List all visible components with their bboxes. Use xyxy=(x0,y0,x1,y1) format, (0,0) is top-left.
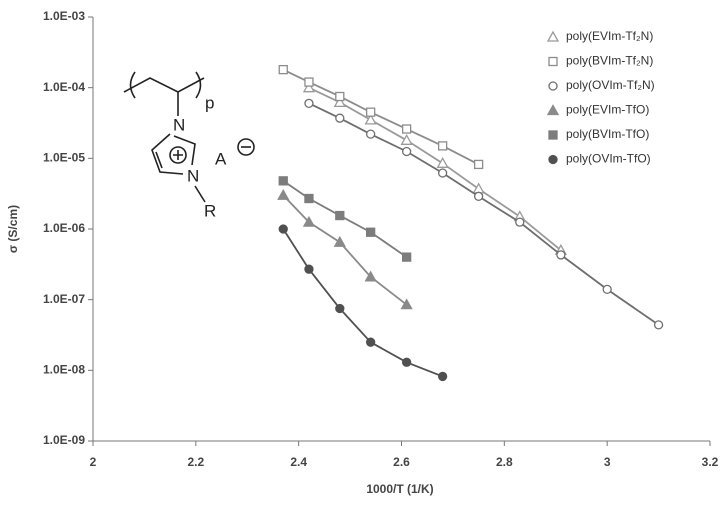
marker xyxy=(401,357,412,367)
marker xyxy=(602,284,612,294)
x-tick-label: 2.8 xyxy=(496,455,513,469)
y-tick-label: 1.0E-03 xyxy=(43,9,85,23)
legend-label: poly(OVIm-Tf₂N) xyxy=(566,78,655,92)
marker xyxy=(278,224,288,234)
marker xyxy=(304,98,314,108)
legend-label: poly(OVIm-TfO) xyxy=(566,152,651,166)
plus-sign xyxy=(173,150,183,160)
legend-marker xyxy=(548,81,558,91)
y-tick-label: 1.0E-07 xyxy=(43,292,85,306)
marker xyxy=(302,215,316,227)
fit-line xyxy=(282,194,408,306)
marker xyxy=(333,235,346,247)
repeat-label: p xyxy=(205,93,214,112)
marker xyxy=(277,188,290,200)
y-tick-label: 1.0E-05 xyxy=(43,151,85,165)
x-tick-label: 2.6 xyxy=(393,455,410,469)
marker xyxy=(335,303,345,314)
legend-marker xyxy=(548,154,558,165)
marker xyxy=(556,250,566,260)
marker xyxy=(472,182,485,194)
bond xyxy=(194,185,206,203)
bracket xyxy=(195,71,202,99)
marker xyxy=(335,91,345,102)
x-tick-label: 2.2 xyxy=(187,455,204,469)
substituent: R xyxy=(204,201,216,220)
legend-label: poly(BVIm-TfO) xyxy=(566,127,649,141)
marker xyxy=(401,124,412,134)
marker xyxy=(473,159,484,170)
marker xyxy=(365,227,376,237)
fit-line xyxy=(282,228,443,378)
marker xyxy=(473,191,484,201)
x-tick-label: 3 xyxy=(604,455,611,469)
legend-marker xyxy=(548,130,558,140)
legend-marker xyxy=(546,30,560,42)
marker xyxy=(436,156,449,168)
marker xyxy=(401,252,412,262)
y-tick-label: 1.0E-04 xyxy=(43,80,85,94)
marker xyxy=(653,320,664,330)
legend-label: poly(BVIm-Tf₂N) xyxy=(566,54,653,68)
structure xyxy=(123,71,255,203)
x-tick-label: 2.4 xyxy=(290,455,307,469)
legend-label: poly(EVIm-Tf₂N) xyxy=(566,29,653,43)
atom: N xyxy=(173,115,185,134)
marker xyxy=(335,113,345,123)
marker xyxy=(401,146,412,157)
fit-line xyxy=(308,102,660,326)
marker xyxy=(304,264,314,274)
marker xyxy=(365,337,376,347)
minus-charge xyxy=(237,138,255,156)
plus-charge xyxy=(169,146,187,164)
legend-label: poly(EVIm-TfO) xyxy=(566,103,649,117)
marker xyxy=(400,133,413,145)
backbone xyxy=(123,77,205,93)
legend-marker xyxy=(548,56,558,67)
marker xyxy=(333,95,346,107)
y-tick-label: 1.0E-09 xyxy=(43,433,85,447)
y-tick-label: 1.0E-06 xyxy=(43,221,85,235)
marker xyxy=(304,193,314,204)
marker xyxy=(335,210,345,221)
marker xyxy=(278,64,288,75)
marker xyxy=(278,176,288,186)
marker xyxy=(304,77,314,87)
bracket xyxy=(129,71,136,99)
marker xyxy=(302,81,316,93)
marker xyxy=(364,113,377,125)
x-tick-label: 2 xyxy=(90,455,97,469)
marker xyxy=(437,168,448,178)
y-axis-label: σ (S/cm) xyxy=(6,205,20,253)
marker xyxy=(365,107,376,117)
legend-marker xyxy=(546,104,560,116)
counter-ion: A xyxy=(215,149,227,168)
marker xyxy=(515,217,525,227)
marker xyxy=(437,371,448,382)
ring xyxy=(151,133,196,175)
x-axis-label: 1000/T (1/K) xyxy=(366,482,433,496)
marker xyxy=(437,141,448,151)
atom: N xyxy=(187,166,199,185)
y-tick-label: 1.0E-08 xyxy=(43,363,85,377)
marker xyxy=(364,270,377,282)
x-tick-label: 3.2 xyxy=(702,455,719,469)
marker xyxy=(400,298,413,310)
marker xyxy=(365,129,376,139)
